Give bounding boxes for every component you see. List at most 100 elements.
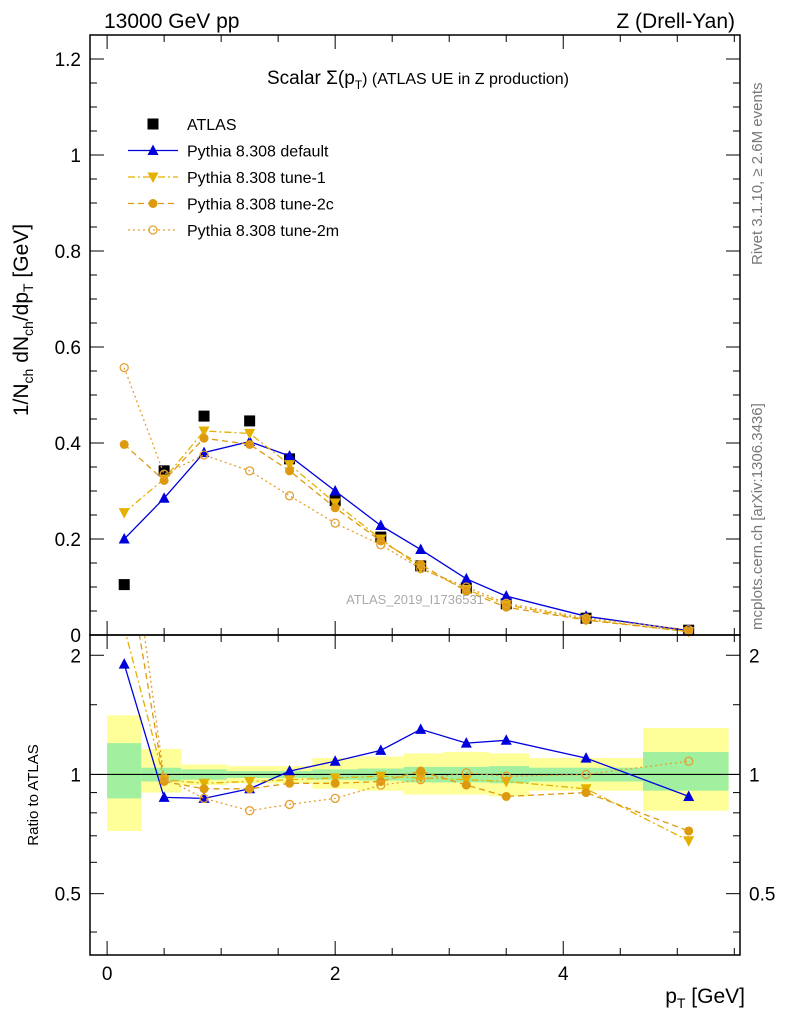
main-point-pythia-8-308-tune-2m	[376, 540, 386, 550]
main-point-pythia-8-308-tune-2c	[285, 466, 295, 476]
legend-label: Pythia 8.308 default	[187, 144, 329, 161]
ratio-point-pythia-8-308-tune-2m	[284, 799, 295, 810]
legend: ATLAS Pythia 8.308 default Pythia 8.308 tu…	[128, 117, 339, 240]
main-point-pythia-8-308-tune-2m	[684, 625, 694, 635]
main-y-axis: 0 0.2 0.4 0.6 0.8 1 1.2	[55, 50, 740, 647]
ratio-line-pythia-8-308-tune-2m	[143, 635, 689, 812]
legend-label: Pythia 8.308 tune-2c	[187, 197, 334, 214]
ratio-point-pythia-8-308-default	[580, 752, 592, 763]
main-point-pythia-8-308-tune-2m	[461, 582, 471, 592]
main-ytick-label: 1	[70, 146, 81, 167]
header-left: 13000 GeV pp	[104, 10, 239, 33]
main-title: Scalar Σ(pT) (ATLAS UE in Z production)	[267, 68, 569, 92]
ratio-point-pythia-8-308-default	[284, 765, 296, 776]
main-watermark: ATLAS_2019_I1736531	[346, 592, 484, 607]
xlabel-unit: [GeV]	[685, 985, 745, 1008]
main-ytick-label: 0.6	[55, 338, 81, 359]
main-point-pythia-8-308-default	[375, 519, 387, 531]
ratio-point-pythia-8-308-default	[198, 792, 210, 803]
legend-label: ATLAS	[187, 117, 237, 134]
ratio-point-pythia-8-308-default	[158, 791, 170, 802]
main-point-pythia-8-308-tune-1	[284, 460, 296, 471]
main-point-pythia-8-308-tune-1	[118, 508, 130, 519]
main-series-pythia-8-308-default	[118, 435, 695, 636]
ratio-point-pythia-8-308-tune-2m	[461, 768, 471, 778]
main-point-pythia-8-308-tune-2m	[159, 469, 169, 479]
ratio-point-pythia-8-308-tune-2c	[245, 784, 255, 794]
ratio-ytick-label: 1	[70, 765, 81, 786]
ratio-line-pythia-8-308-tune-2c	[138, 635, 689, 832]
main-point-pythia-8-308-tune-2c	[581, 615, 591, 625]
main-point-pythia-8-308-tune-1	[198, 426, 210, 437]
xlabel-sub: T	[677, 995, 686, 1011]
main-point-pythia-8-308-default	[198, 446, 210, 458]
ratio-line-pythia-8-308-default	[123, 663, 689, 800]
main-point-pythia-8-308-tune-2c	[119, 439, 129, 449]
ratio-ytick-label: 2	[70, 646, 81, 667]
main-point-atlas	[198, 410, 210, 422]
ratio-point-pythia-8-308-tune-2m	[501, 771, 511, 781]
ratio-series-pythia-8-308-tune-2m	[143, 635, 694, 816]
ratio-point-pythia-8-308-default	[415, 723, 427, 734]
legend-marker	[148, 225, 158, 235]
main-point-atlas	[244, 415, 256, 427]
main-point-pythia-8-308-default	[460, 572, 472, 584]
header-right: Z (Drell-Yan)	[616, 10, 735, 33]
main-point-pythia-8-308-default	[415, 543, 427, 555]
main-x-axis	[106, 35, 735, 635]
main-line-pythia-8-308-default	[123, 440, 689, 632]
ratio-line-pythia-8-308-tune-1	[125, 635, 689, 842]
legend-label: Pythia 8.308 tune-1	[187, 170, 326, 187]
main-point-pythia-8-308-tune-2c	[330, 503, 340, 513]
ratio-xlabel: pT [GeV]	[665, 985, 745, 1011]
main-point-pythia-8-308-tune-2c	[684, 627, 694, 637]
legend-item-pythia-8-308-tune-2m: Pythia 8.308 tune-2m	[128, 223, 339, 240]
ratio-point-pythia-8-308-tune-2m	[244, 806, 255, 816]
main-ytick-label: 1.2	[55, 50, 81, 71]
legend-item-pythia-8-308-tune-2c: Pythia 8.308 tune-2c	[128, 197, 334, 214]
ratio-point-pythia-8-308-tune-2m	[684, 756, 694, 766]
ratio-frame	[89, 634, 741, 956]
ratio-ytick-label-right: 0.5	[749, 885, 775, 906]
xlabel-main: p	[665, 985, 677, 1008]
main-line-pythia-8-308-tune-2m	[123, 367, 689, 631]
ratio-point-pythia-8-308-tune-1	[198, 778, 210, 790]
main-title-prefix: Scalar	[267, 68, 326, 89]
main-point-pythia-8-308-default	[500, 590, 512, 601]
main-ylabel: 1/Nch dNch/dpT [GeV]	[10, 224, 36, 416]
main-point-pythia-8-308-tune-2m	[416, 564, 426, 574]
ratio-plot: 0.5 0.5 1 1 2 2 0 2 4 Ratio to ATLAS pT [GeV]	[25, 634, 775, 1011]
main-point-pythia-8-308-default	[284, 449, 296, 461]
ratio-point-pythia-8-308-default	[375, 744, 387, 755]
ratio-ytick-label-right: 1	[749, 765, 760, 786]
main-point-pythia-8-308-default	[329, 485, 341, 496]
ratio-band-stat	[107, 743, 142, 799]
ratio-point-pythia-8-308-default	[329, 755, 341, 766]
legend-item-atlas: ATLAS	[147, 117, 237, 134]
main-line-pythia-8-308-tune-2c	[123, 437, 689, 633]
ratio-xtick-label: 0	[102, 964, 113, 985]
ratio-point-pythia-8-308-tune-2c	[285, 778, 295, 788]
main-series-pythia-8-308-tune-2c	[119, 433, 694, 637]
main-title-sub: T	[355, 78, 363, 92]
ratio-point-pythia-8-308-tune-2m	[416, 775, 426, 785]
main-ytick-label: 0.2	[55, 530, 81, 551]
main-line-pythia-8-308-tune-1	[123, 430, 689, 633]
main-point-pythia-8-308-tune-2m	[501, 598, 511, 608]
ratio-point-pythia-8-308-tune-2m	[376, 780, 386, 790]
main-point-pythia-8-308-tune-2m	[330, 518, 340, 528]
main-ytick-label: 0	[70, 626, 81, 647]
main-point-pythia-8-308-default	[158, 492, 170, 503]
ratio-xtick-label: 2	[330, 964, 341, 985]
legend-label: Pythia 8.308 tune-2m	[187, 223, 339, 240]
main-point-pythia-8-308-tune-2m	[581, 613, 591, 623]
legend-marker	[148, 199, 158, 208]
legend-marker	[147, 144, 159, 155]
legend-item-pythia-8-308-default: Pythia 8.308 default	[128, 144, 329, 161]
ratio-point-pythia-8-308-tune-2c	[330, 778, 340, 788]
main-point-pythia-8-308-tune-2m	[119, 362, 129, 373]
legend-marker	[147, 172, 159, 183]
ratio-x-axis: 0 2 4	[102, 635, 735, 985]
ratio-point-pythia-8-308-tune-2m	[581, 769, 591, 780]
ratio-point-pythia-8-308-default	[460, 737, 472, 748]
